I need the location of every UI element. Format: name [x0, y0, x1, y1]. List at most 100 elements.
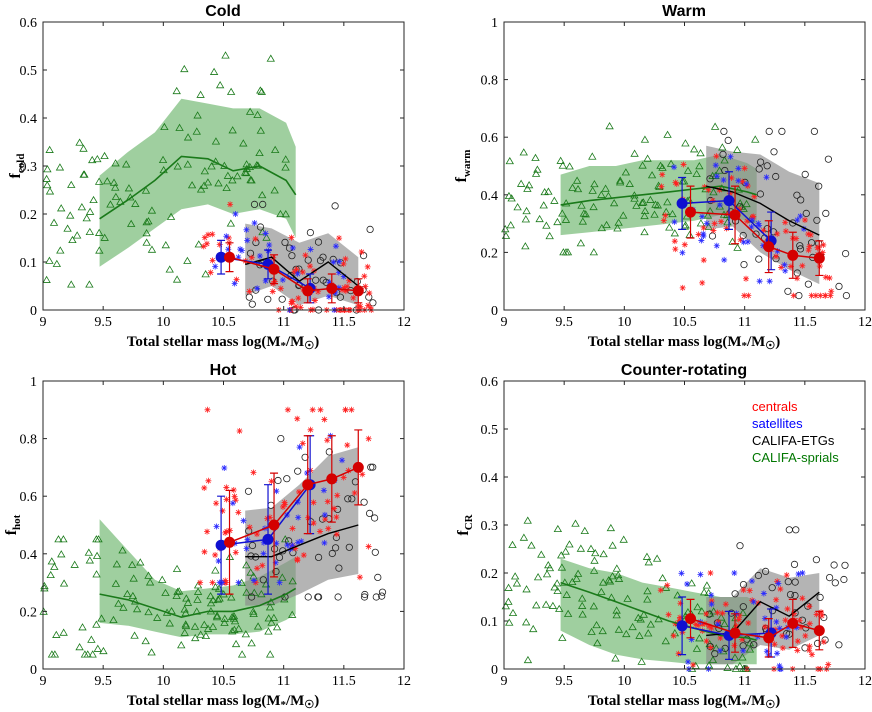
satellite-point [688, 636, 695, 643]
central-point [657, 587, 664, 594]
satellite-point [232, 211, 239, 217]
panel-hot: Hot 9 9.5 10 10.5 11 11.5 12 0 0.2 0.4 0.6 0.8 1 fho… [3, 362, 411, 711]
etg-point [763, 162, 771, 170]
satellite-point [326, 279, 333, 286]
y-label-sub: hot [11, 514, 23, 530]
etg-point [842, 291, 851, 300]
spiral-point [45, 145, 54, 153]
etg-point [306, 229, 314, 237]
satellite-point [774, 248, 781, 255]
spiral-point [196, 90, 205, 98]
spiral-point [577, 201, 586, 209]
spiral-point [187, 181, 197, 189]
central-point [250, 469, 257, 476]
spiral-point [94, 177, 104, 185]
y-tick-label: 0.4 [481, 189, 499, 204]
spiral-point [158, 155, 168, 164]
satellite-point [795, 571, 802, 578]
spiral-point [165, 619, 174, 627]
spiral-point [559, 248, 568, 256]
central-point [818, 612, 825, 619]
central-point [233, 276, 240, 283]
central-point [717, 635, 724, 642]
spiral-point [52, 259, 62, 267]
central-point [299, 440, 306, 447]
central-point [201, 484, 208, 491]
spiral-point [612, 564, 622, 572]
centrals-marker [787, 617, 799, 629]
satellite-point [295, 514, 302, 521]
xlabel-part: ☉ [304, 340, 314, 352]
spiral-point [183, 256, 192, 264]
satellite-point [294, 499, 301, 506]
satellite-point [273, 540, 280, 547]
spiral-point [653, 201, 663, 209]
spiral-point [687, 579, 696, 587]
spiral-point [576, 544, 586, 552]
central-point [679, 284, 686, 291]
x-tick-label: 9.5 [94, 674, 112, 689]
y-tick-label: 0 [30, 304, 37, 319]
spiral-point [182, 594, 191, 602]
central-point [791, 610, 798, 617]
etg-point [314, 593, 322, 601]
spiral-point [257, 589, 266, 598]
central-point [223, 528, 230, 535]
etg-point [277, 434, 285, 443]
central-point [292, 303, 299, 310]
spiral-point [510, 572, 520, 580]
central-point [204, 406, 211, 413]
satellite-point [713, 173, 720, 180]
spiral-point [723, 663, 732, 671]
central-point [333, 531, 340, 538]
central-point [805, 231, 812, 238]
satellite-point [781, 261, 788, 268]
central-point [672, 179, 679, 186]
spiral-point [590, 179, 599, 188]
central-point [807, 231, 814, 238]
central-point [671, 238, 678, 245]
spiral-point [621, 168, 631, 176]
x-tick-label: 11.5 [332, 315, 356, 330]
spiral-point [513, 203, 522, 211]
spiral-point [85, 227, 95, 236]
spiral-point [172, 564, 182, 573]
spiral-point [88, 155, 97, 164]
central-point [695, 622, 702, 629]
spiral-point [527, 541, 536, 549]
y-tick-label: 0.4 [20, 548, 38, 563]
central-point [806, 647, 813, 654]
centrals-marker [268, 519, 280, 531]
spiral-point [508, 608, 518, 617]
etg-point [360, 593, 369, 601]
central-point [341, 284, 348, 291]
central-point [324, 437, 331, 444]
central-point [719, 610, 726, 617]
spiral-point [281, 155, 290, 163]
central-point [201, 548, 208, 555]
spiral-point [228, 176, 237, 184]
spiral-point [609, 199, 619, 207]
central-point [740, 587, 747, 594]
central-point [361, 273, 368, 280]
x-tick-label: 12 [397, 674, 411, 689]
central-point [813, 611, 820, 618]
spiral-point [100, 151, 109, 160]
spiral-point [200, 167, 210, 175]
satellite-point [748, 578, 755, 585]
satellite-point [332, 243, 339, 250]
spiral-point [643, 595, 652, 603]
spiral-point [257, 87, 267, 95]
spiral-point [612, 611, 621, 619]
central-point [707, 644, 714, 651]
x-tick-label: 11 [277, 674, 290, 689]
central-point [751, 193, 758, 200]
x-tick-label: 11.5 [332, 674, 356, 689]
etgs-band [706, 145, 820, 285]
satellite-point [223, 233, 230, 240]
x-tick-label: 11.5 [793, 674, 817, 689]
satellite-point [256, 252, 263, 259]
etg-point [331, 544, 340, 552]
satellite-point [216, 579, 223, 586]
etg-point [750, 641, 758, 649]
